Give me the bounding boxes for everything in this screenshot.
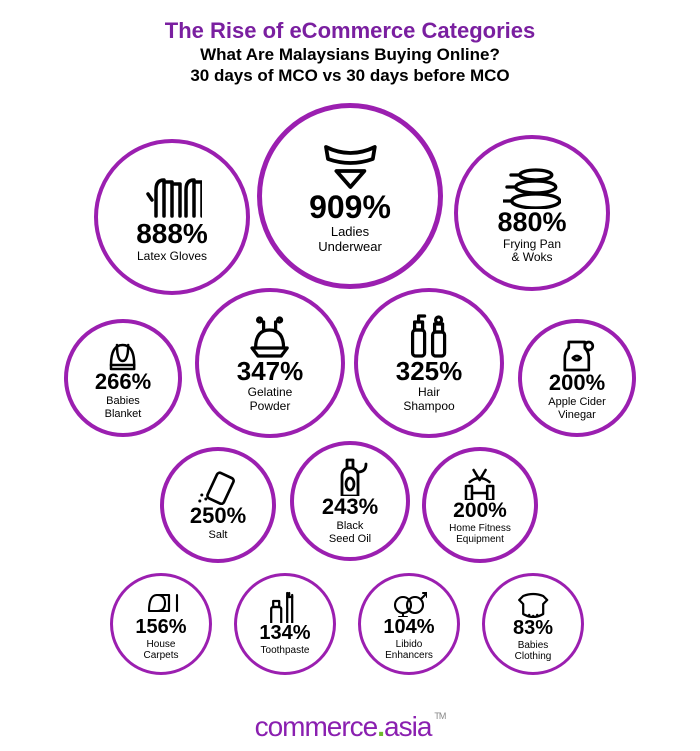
bubble-salt: 250% Salt xyxy=(160,447,276,563)
bubble-gelatine-powder: 347%GelatinePowder xyxy=(195,288,345,438)
gloves-icon xyxy=(142,170,202,220)
bubble-pct: 200% xyxy=(549,372,605,394)
jelly-icon xyxy=(242,312,297,358)
bubble-label: LibidoEnhancers xyxy=(385,639,433,661)
bubble-label: HairShampoo xyxy=(403,386,454,412)
bubble-label: Frying Pan& Woks xyxy=(503,238,561,264)
bubble-latex-gloves: 888% Latex Gloves xyxy=(94,139,250,295)
bubble-home-fitness: 200%Home FitnessEquipment xyxy=(422,447,538,563)
carpet-icon xyxy=(143,587,179,617)
fitness-icon xyxy=(458,464,501,500)
bubble-house-carpets: 156%HouseCarpets xyxy=(110,573,212,675)
bubble-pct: 83% xyxy=(513,618,553,638)
brand-tm: TM xyxy=(434,711,445,721)
bubble-hair-shampoo: 325%HairShampoo xyxy=(354,288,504,438)
bubble-label: BabiesClothing xyxy=(515,640,552,662)
bubble-pct: 888% xyxy=(136,220,208,248)
bubble-label: Salt xyxy=(209,529,228,541)
bubble-libido: 104%LibidoEnhancers xyxy=(358,573,460,675)
bubble-pct: 104% xyxy=(383,617,434,637)
bubble-pct: 347% xyxy=(237,358,304,384)
salt-icon xyxy=(195,467,241,505)
bubble-black-seed-oil: 243%BlackSeed Oil xyxy=(290,441,410,561)
bubble-chart: 909%LadiesUnderwear 888% Latex Gloves 880%F… xyxy=(0,97,700,707)
footer: commerce.asiaTM xyxy=(0,711,700,743)
bubble-label: HouseCarpets xyxy=(143,639,178,661)
bubble-label: Apple CiderVinegar xyxy=(548,396,605,420)
brand-part1: commerce xyxy=(255,711,378,742)
bubble-label: Home FitnessEquipment xyxy=(449,523,511,545)
bubble-toothpaste: 134% Toothpaste xyxy=(234,573,336,675)
bubble-label: BabiesBlanket xyxy=(105,395,142,419)
bubble-apple-cider: 200%Apple CiderVinegar xyxy=(518,319,636,437)
oil-icon xyxy=(326,456,374,496)
bubble-label: LadiesUnderwear xyxy=(318,225,382,254)
blanket-icon xyxy=(101,335,144,371)
brand-part2: asia xyxy=(384,711,431,742)
bubble-label: BlackSeed Oil xyxy=(329,520,371,544)
bubble-label: Toothpaste xyxy=(261,645,310,656)
bubble-frying-pan: 880%Frying Pan& Woks xyxy=(454,135,610,291)
bubble-pct: 156% xyxy=(135,617,186,637)
libido-icon xyxy=(391,587,427,617)
bubble-pct: 325% xyxy=(396,358,463,384)
brand-logo: commerce.asiaTM xyxy=(255,711,446,742)
pans-icon xyxy=(503,161,561,209)
bubble-pct: 266% xyxy=(95,371,151,393)
header: The Rise of eCommerce Categories What Ar… xyxy=(0,0,700,97)
underwear-icon xyxy=(318,137,383,191)
bubble-babies-blanket: 266%BabiesBlanket xyxy=(64,319,182,437)
bubble-pct: 243% xyxy=(322,496,378,518)
bubble-label: GelatinePowder xyxy=(248,386,293,412)
bubble-ladies-underwear: 909%LadiesUnderwear xyxy=(257,103,443,289)
bubble-pct: 250% xyxy=(190,505,246,527)
bubble-pct: 200% xyxy=(453,500,507,521)
subtitle-line1: What Are Malaysians Buying Online? xyxy=(20,44,680,65)
bottle-icon xyxy=(554,334,600,372)
bubble-pct: 134% xyxy=(259,623,310,643)
shampoo-icon xyxy=(401,312,456,358)
title: The Rise of eCommerce Categories xyxy=(20,18,680,44)
bubble-pct: 880% xyxy=(497,209,566,236)
bubble-babies-clothing: 83%BabiesClothing xyxy=(482,573,584,675)
bubble-pct: 909% xyxy=(309,191,391,223)
bubble-label: Latex Gloves xyxy=(137,250,207,263)
toothpaste-icon xyxy=(266,591,304,623)
onesie-icon xyxy=(514,586,552,618)
subtitle-line2: 30 days of MCO vs 30 days before MCO xyxy=(20,65,680,86)
